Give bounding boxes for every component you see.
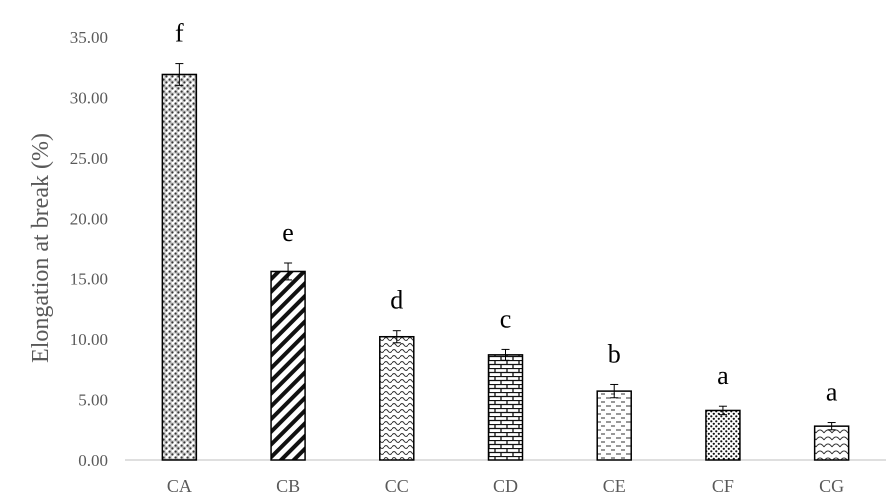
y-tick-label: 35.00 — [70, 28, 108, 47]
x-category-label: CF — [712, 476, 734, 496]
x-category-label: CE — [603, 476, 626, 496]
error-bar — [175, 63, 184, 86]
error-bar — [392, 330, 401, 344]
bar-cf — [705, 409, 741, 461]
y-tick-label: 10.00 — [70, 330, 108, 349]
x-category-label: CG — [819, 476, 844, 496]
y-tick-label: 15.00 — [70, 270, 108, 289]
y-tick-label: 0.00 — [78, 451, 108, 470]
significance-letter: a — [717, 361, 729, 390]
x-category-label: CA — [167, 476, 192, 496]
significance-letter: f — [175, 19, 184, 48]
error-bar — [501, 348, 510, 361]
y-tick-label: 30.00 — [70, 88, 108, 107]
y-tick-label: 20.00 — [70, 209, 108, 228]
bar-ca — [161, 73, 198, 461]
error-bar — [718, 405, 727, 416]
bar-cg — [813, 425, 850, 461]
x-category-label: CD — [493, 476, 518, 496]
x-category-label: CB — [276, 476, 300, 496]
bar-cc — [379, 335, 415, 461]
error-bar — [610, 383, 619, 399]
error-bar — [827, 422, 836, 431]
x-axis-categories: CA CB CC CD CE CF CG — [167, 476, 844, 496]
bar-cb — [270, 270, 306, 461]
x-category-label: CC — [385, 476, 409, 496]
error-bar — [284, 262, 293, 281]
bar-ce — [596, 390, 632, 461]
y-axis-title: Elongation at break (%) — [28, 133, 54, 363]
significance-letter: b — [608, 339, 621, 368]
bar-cd — [487, 354, 524, 461]
significance-letter: a — [826, 378, 838, 407]
y-tick-label: 5.00 — [78, 391, 108, 410]
significance-letter: e — [282, 218, 294, 247]
significance-letter: c — [500, 304, 512, 333]
y-tick-label: 25.00 — [70, 149, 108, 168]
bar-series: f e d c b a a — [161, 19, 850, 461]
y-axis-ticks: 0.00 5.00 10.00 15.00 20.00 25.00 30.00 35.00 — [70, 28, 108, 470]
significance-letter: d — [390, 286, 403, 315]
